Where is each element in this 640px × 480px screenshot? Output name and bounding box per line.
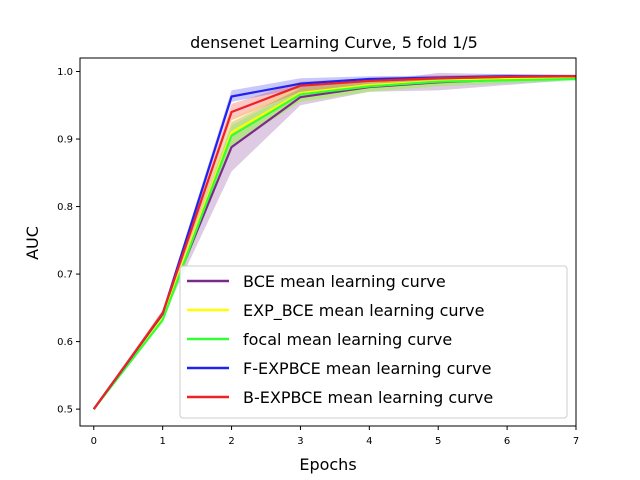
y-tick-label: 0.7 — [57, 270, 73, 281]
chart-title: densenet Learning Curve, 5 fold 1/5 — [190, 33, 478, 52]
x-tick-label: 1 — [159, 436, 165, 447]
legend-label-3: F-EXPBCE mean learning curve — [243, 359, 491, 378]
y-tick-label: 0.9 — [57, 135, 73, 146]
x-tick-label: 3 — [297, 436, 303, 447]
x-tick-label: 7 — [573, 436, 579, 447]
x-tick-label: 5 — [435, 436, 441, 447]
plot-frame — [79, 57, 577, 427]
series-line-4 — [92, 75, 577, 410]
legend-box — [179, 265, 568, 419]
legend-label-4: B-EXPBCE mean learning curve — [243, 388, 493, 407]
y-tick-label: 0.8 — [57, 202, 73, 213]
y-tick-label: 1.0 — [57, 67, 73, 78]
x-tick-label: 6 — [504, 436, 510, 447]
series-band-4 — [93, 74, 577, 410]
y-axis-label: AUC — [23, 226, 42, 260]
x-tick-label: 0 — [91, 436, 97, 447]
x-tick-label: 4 — [366, 436, 372, 447]
y-tick-label: 0.6 — [57, 337, 73, 348]
series-lines — [92, 75, 577, 410]
legend: BCE mean learning curve EXP_BCE mean lear… — [179, 265, 568, 419]
x-axis-label: Epochs — [299, 455, 356, 474]
legend-label-1: EXP_BCE mean learning curve — [243, 301, 484, 321]
y-axis-ticks: 0.5 0.6 0.7 0.8 0.9 1.0 — [57, 67, 80, 416]
legend-label-0: BCE mean learning curve — [243, 272, 446, 291]
x-axis-ticks: 0 1 2 3 4 5 6 7 — [91, 426, 579, 447]
legend-label-2: focal mean learning curve — [243, 330, 452, 349]
series-line-2 — [92, 77, 577, 410]
x-tick-label: 2 — [228, 436, 234, 447]
y-tick-label: 0.5 — [57, 405, 73, 416]
